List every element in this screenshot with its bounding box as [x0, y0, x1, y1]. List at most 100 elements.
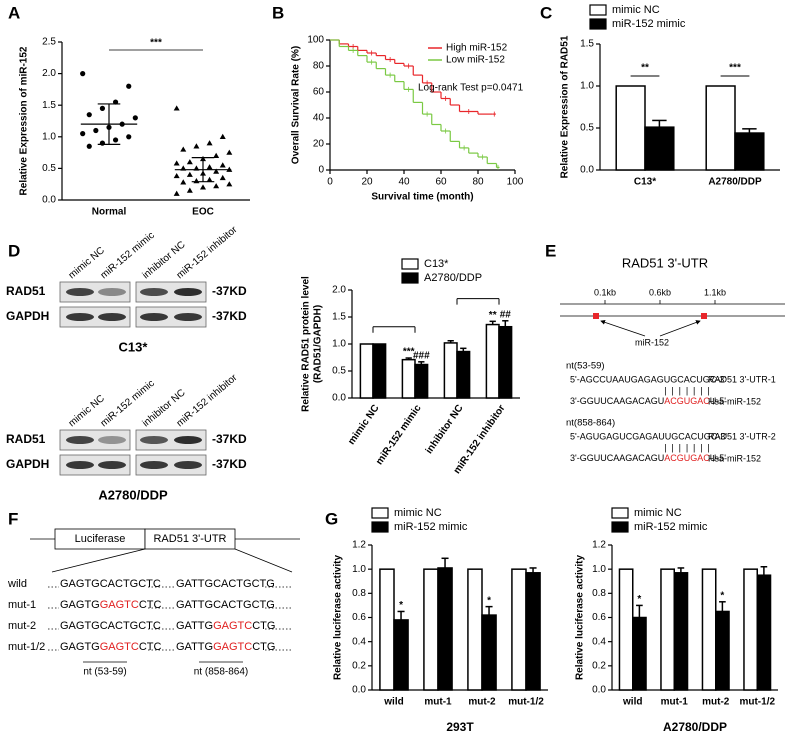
bar	[673, 572, 689, 691]
utr-title: RAD51 3'-UTR	[622, 255, 708, 270]
blot-band	[174, 313, 202, 321]
bar	[414, 363, 429, 399]
bar	[644, 126, 675, 171]
vector-label: RAD51 3'-UTR	[153, 533, 226, 545]
sequence-part: GAGTGCACTGCTC	[60, 578, 161, 590]
bar	[456, 350, 471, 399]
legend-swatch	[401, 258, 419, 270]
sequence-part: U-5'	[710, 453, 727, 463]
blot-strip	[135, 306, 207, 328]
sequence-part: CTC	[139, 641, 162, 653]
sequence: GATTGGAGTCCTG	[176, 641, 275, 653]
blot-band	[66, 461, 94, 469]
y-tick-label: 1.2	[592, 540, 606, 551]
y-tick-label: 0.0	[352, 685, 366, 696]
y-tick-label: 60	[313, 87, 325, 98]
panel-label: B	[272, 3, 284, 22]
sequence-part: GAGTC	[100, 641, 139, 653]
panel-label: F	[8, 509, 18, 528]
bar	[393, 619, 409, 691]
blot-band	[140, 288, 168, 296]
x-axis-label: Survival time (month)	[371, 192, 473, 203]
y-tick-label: 0.0	[332, 393, 346, 404]
legend-label: mimic NC	[634, 507, 682, 519]
sequence-part: GAGTG	[60, 641, 100, 653]
y-axis-label: Relative RAD51 protein level	[301, 276, 312, 412]
y-tick-label: 0.2	[592, 660, 606, 671]
panel-label: C	[540, 3, 552, 22]
bar	[705, 85, 736, 171]
blot-band	[140, 313, 168, 321]
sequence-part: GATTGCACTGCTG	[176, 599, 275, 611]
data-point	[86, 112, 92, 118]
scale-label: 0.1kb	[594, 287, 616, 297]
x-tick-label: miR-152 mimic	[374, 403, 424, 467]
sequence: 3'-GGUUCAAGACAGUACGUGACU-5'	[570, 453, 726, 463]
arrow	[600, 320, 646, 337]
data-point	[213, 183, 220, 189]
data-point	[99, 105, 106, 111]
significance: *	[399, 600, 403, 611]
bar	[660, 568, 675, 691]
site-position: nt(858-864)	[566, 418, 615, 429]
data-point	[206, 176, 213, 182]
blot-strip	[59, 454, 131, 476]
bar	[379, 568, 395, 691]
target-name: RAD51 3'-UTR-1	[708, 374, 776, 384]
data-point	[186, 187, 193, 193]
arrow	[659, 320, 701, 337]
y-tick-label: 0.8	[352, 588, 366, 599]
legend-label: C13*	[424, 258, 449, 270]
bar	[401, 358, 416, 399]
zoom-line	[51, 548, 146, 573]
blot-band	[174, 461, 202, 469]
sequence: GAGTGGAGTCCTC	[60, 599, 162, 611]
significance: ***	[729, 63, 741, 74]
sequence-part: CTG	[252, 641, 275, 653]
y-tick-label: 0.0	[580, 165, 594, 176]
x-axis-label: A2780/DDP	[663, 720, 727, 734]
x-tick-label: mut-1/2	[739, 697, 775, 708]
x-tick-label: mut-2	[702, 697, 730, 708]
binding-site	[593, 313, 599, 319]
sequence-part: CTG	[252, 620, 275, 632]
y-tick-label: 1.5	[580, 39, 594, 50]
data-point	[180, 179, 187, 185]
blot-band	[98, 461, 126, 469]
x-tick-label: mut-1	[661, 697, 689, 708]
blot-band	[66, 313, 94, 321]
data-point	[173, 105, 180, 111]
blot-band	[66, 436, 94, 444]
bar	[632, 616, 647, 691]
bar	[372, 343, 387, 399]
y-tick-label: 2.0	[42, 68, 56, 79]
x-tick-label: 0	[327, 177, 333, 188]
x-tick-label: C13*	[634, 177, 656, 188]
y-tick-label: 0.4	[352, 636, 366, 647]
significance: ##	[500, 309, 512, 320]
row-label: RAD51	[6, 432, 46, 446]
x-tick-label: 60	[435, 177, 447, 188]
blot-band	[140, 461, 168, 469]
bar	[359, 343, 374, 399]
x-tick-label: 40	[398, 177, 410, 188]
scale-label: 0.6kb	[649, 287, 671, 297]
x-tick-label: 100	[507, 177, 524, 188]
site-position: nt (858-864)	[194, 667, 248, 678]
blot-strip	[59, 281, 131, 303]
annotation: Log-rank Test p=0.0471	[418, 83, 524, 94]
sequence: GATTGCACTGCTG	[176, 599, 275, 611]
row-label: mut-1	[8, 599, 36, 611]
lane-label: miR-152 inhibitor	[175, 224, 240, 281]
x-tick-label: mut-1/2	[508, 697, 544, 708]
data-point	[219, 133, 226, 139]
blot-band	[66, 288, 94, 296]
sequence-part: 3'-GGUUCAAGACAGU	[570, 453, 664, 463]
data-point	[93, 127, 99, 134]
y-tick-label: 40	[313, 113, 325, 124]
y-tick-label: 0.0	[42, 195, 56, 206]
sequence-part: GATTG	[176, 641, 213, 653]
bar	[481, 614, 497, 691]
row-label: GAPDH	[6, 457, 49, 471]
y-tick-label: 1.5	[332, 312, 346, 323]
